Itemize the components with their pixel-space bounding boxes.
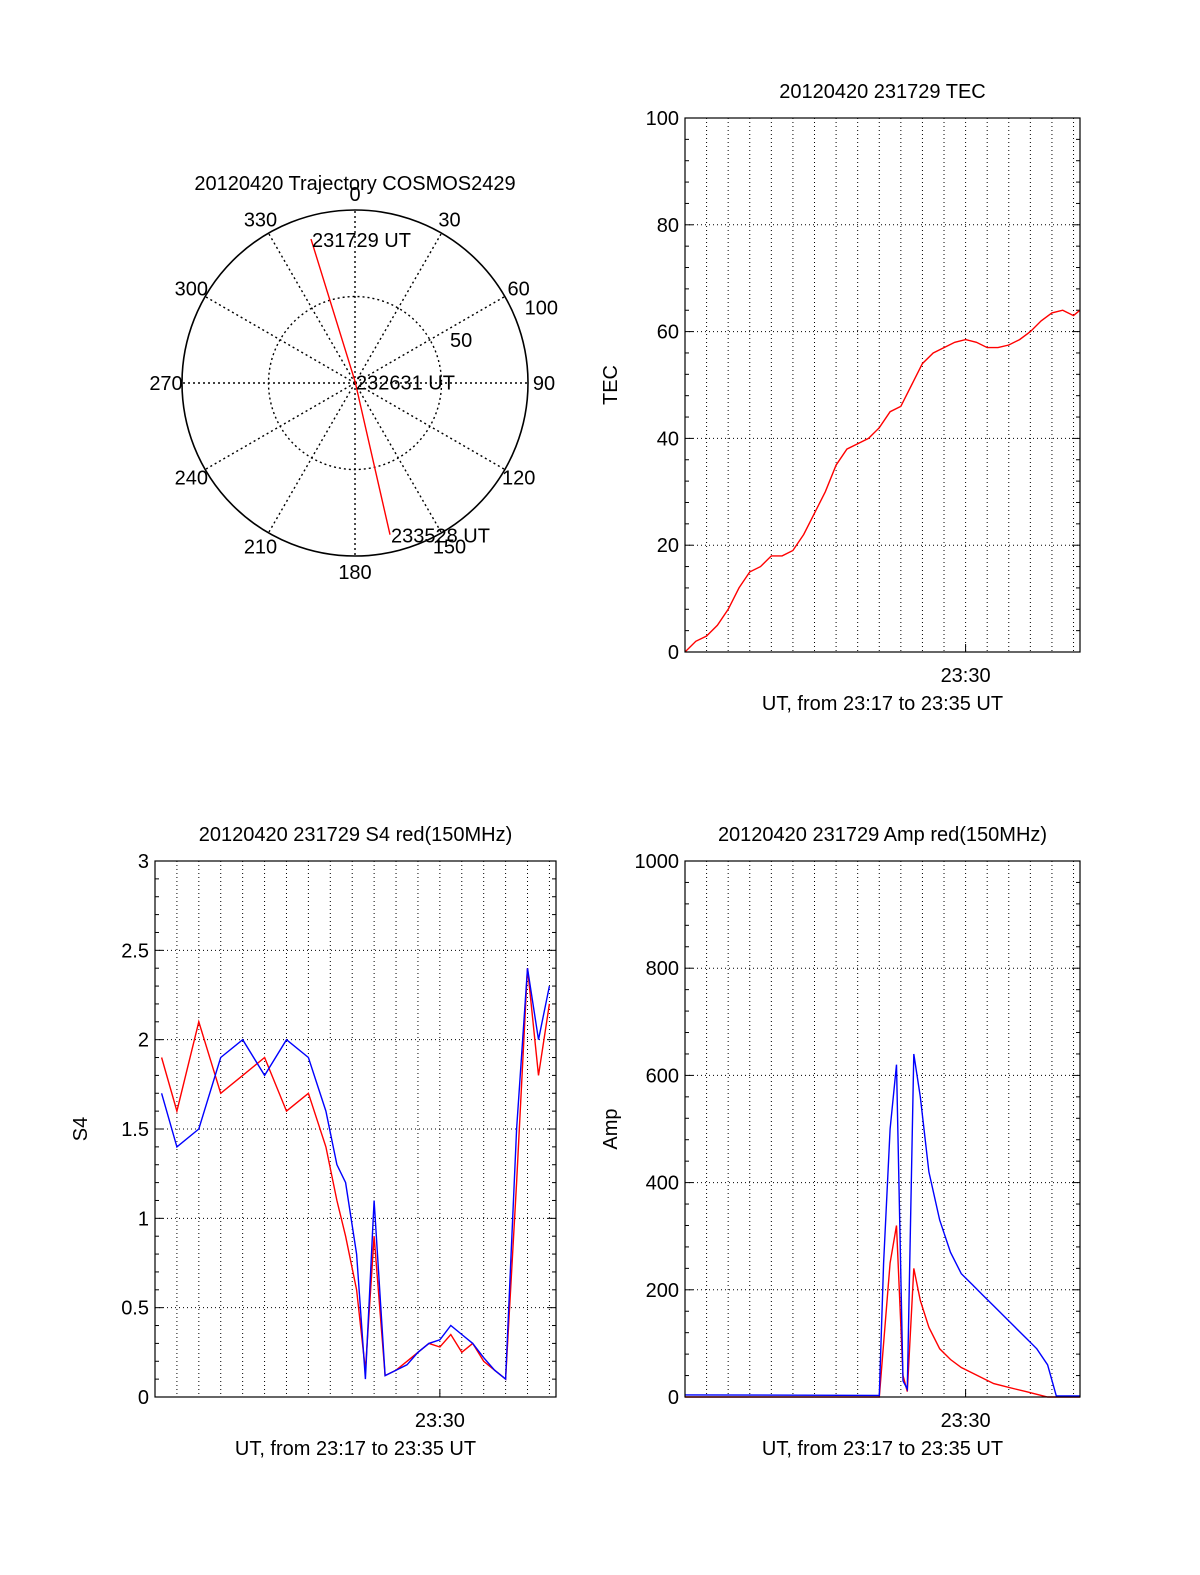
- polar-trajectory-labels: 231729 UT 232631 UT 233528 UT: [312, 230, 490, 548]
- y-tick-label: 1000: [635, 851, 680, 873]
- polar-angle-label: 30: [438, 209, 460, 231]
- plot-title: 20120420 231729 S4 red(150MHz): [199, 824, 513, 846]
- x-axis-label: UT, from 23:17 to 23:35 UT: [762, 1438, 1003, 1460]
- x-tick-label: 23:30: [941, 1410, 991, 1432]
- polar-spoke: [267, 232, 356, 384]
- polar-outer-circle: [181, 209, 529, 557]
- x-axis-label: UT, from 23:17 to 23:35 UT: [235, 1438, 476, 1460]
- plot-frame: [154, 860, 557, 1398]
- y-tick-label: 40: [657, 428, 679, 450]
- polar-angle-labels: 0 30 60 90 120 150 180 210 240 270 300 330: [149, 184, 555, 584]
- tec-plot: 0 20 40 60 80 100 23:30 20120420 231729 TEC UT, …: [600, 81, 1081, 715]
- polar-angle-label: 0: [349, 184, 360, 206]
- x-axis: 23:30: [415, 1389, 465, 1432]
- y-tick-label: 0: [668, 1387, 679, 1409]
- polar-angle-label: 60: [508, 279, 530, 301]
- y-tick-label: 0: [668, 642, 679, 664]
- plot-title: 20120420 231729 TEC: [779, 81, 985, 103]
- y-axis: 0 200 400 600 800 1000: [635, 851, 1080, 1409]
- x-axis-label: UT, from 23:17 to 23:35 UT: [762, 693, 1003, 715]
- trajectory-label: 232631 UT: [356, 372, 455, 394]
- y-tick-label: 800: [646, 958, 679, 980]
- y-tick-label: 80: [657, 215, 679, 237]
- y-axis: 0 20 40 60 80 100: [646, 108, 1080, 664]
- series: [684, 309, 1081, 653]
- y-axis-label: Amp: [600, 1108, 622, 1149]
- polar-radial-label: 100: [525, 298, 558, 320]
- y-tick-label: 3: [138, 851, 149, 873]
- polar-spoke: [354, 295, 506, 384]
- polar-spoke: [267, 382, 356, 534]
- polar-spoke: [204, 295, 356, 384]
- y-tick-label: 200: [646, 1280, 679, 1302]
- polar-angle-label: 270: [149, 373, 182, 395]
- y-tick-label: 100: [646, 108, 679, 130]
- trajectory-line: [310, 238, 391, 535]
- y-axis-label: S4: [70, 1117, 92, 1141]
- polar-angle-label: 150: [433, 537, 466, 559]
- grid: [155, 861, 556, 1397]
- y-tick-label: 2.5: [121, 940, 149, 962]
- polar-radial-label: 50: [450, 330, 472, 352]
- x-tick-label: 23:30: [415, 1410, 465, 1432]
- plot-title: 20120420 231729 Amp red(150MHz): [718, 824, 1047, 846]
- plot-frame: [684, 860, 1081, 1398]
- s4-plot: 0 0.5 1 1.5 2 2.5 3 23:30 20120420 231729 S4 red…: [70, 824, 557, 1460]
- x-tick-label: 23:30: [941, 665, 991, 687]
- series: [684, 1053, 1080, 1398]
- trajectory-polar-plot: 20120420 Trajectory COSMOS2429 0 30 60 90 12…: [149, 173, 558, 584]
- series-line-blue: [684, 1053, 1080, 1397]
- polar-angle-label: 240: [175, 468, 208, 490]
- series-line-red: [160, 968, 551, 1381]
- polar-angle-label: 120: [502, 468, 535, 490]
- polar-spoke: [354, 382, 443, 534]
- y-tick-label: 0: [138, 1387, 149, 1409]
- polar-angle-label: 90: [533, 373, 555, 395]
- grid: [685, 118, 1080, 652]
- polar-angle-label: 180: [338, 562, 371, 584]
- y-tick-label: 400: [646, 1173, 679, 1195]
- polar-spoke: [354, 232, 443, 384]
- x-axis: 23:30: [941, 644, 991, 687]
- x-axis: 23:30: [941, 1389, 991, 1432]
- trajectory-label: 233528 UT: [391, 526, 490, 548]
- polar-title: 20120420 Trajectory COSMOS2429: [194, 173, 515, 195]
- plot-frame: [684, 117, 1081, 653]
- y-axis-label: TEC: [600, 365, 622, 405]
- polar-angle-label: 300: [175, 279, 208, 301]
- polar-angle-label: 330: [244, 209, 277, 231]
- polar-spoke: [204, 382, 356, 471]
- y-tick-label: 0.5: [121, 1298, 149, 1320]
- polar-spoke: [354, 382, 506, 471]
- polar-angle-label: 210: [244, 537, 277, 559]
- y-tick-label: 1: [138, 1208, 149, 1230]
- y-tick-label: 20: [657, 535, 679, 557]
- series-line-blue: [160, 968, 551, 1381]
- polar-trajectory: [310, 238, 391, 535]
- y-tick-label: 600: [646, 1065, 679, 1087]
- y-tick-label: 1.5: [121, 1119, 149, 1141]
- polar-radial-labels: 50 100: [450, 298, 558, 352]
- y-axis: 0 0.5 1 1.5 2 2.5 3: [121, 851, 556, 1409]
- trajectory-label: 231729 UT: [312, 230, 411, 252]
- polar-grid: [181, 209, 529, 557]
- y-tick-label: 2: [138, 1030, 149, 1052]
- series-line-red: [684, 309, 1081, 653]
- series-line-red: [685, 1225, 1080, 1398]
- grid: [685, 861, 1080, 1397]
- amp-plot: 0 200 400 600 800 1000 23:30 20120420 231729 Am…: [600, 824, 1081, 1460]
- series: [160, 968, 551, 1381]
- y-tick-label: 60: [657, 322, 679, 344]
